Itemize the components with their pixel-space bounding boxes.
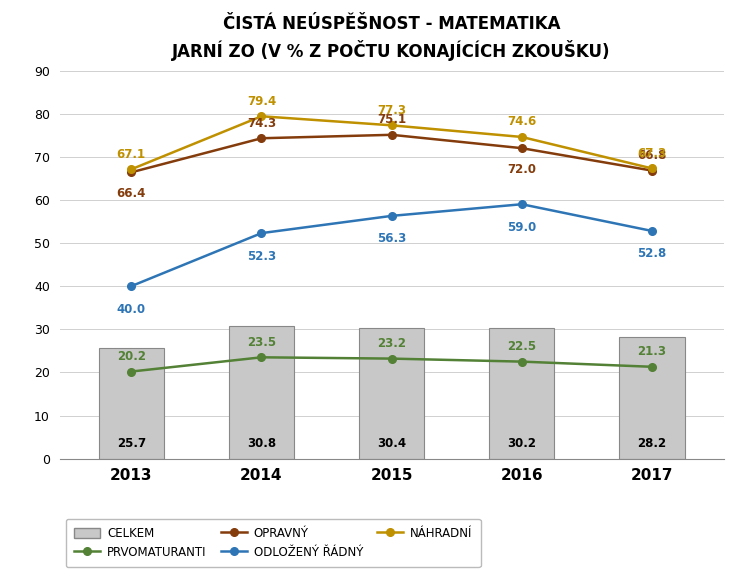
Text: 66.8: 66.8: [637, 149, 667, 162]
Text: 77.3: 77.3: [377, 103, 406, 116]
Legend: CELKEM, PRVOMATURANTI, OPRAVNÝ, ODLOŽENÝ ŘÁDNÝ, NÁHRADNÍ: CELKEM, PRVOMATURANTI, OPRAVNÝ, ODLOŽENÝ…: [66, 519, 481, 567]
Text: 30.8: 30.8: [247, 437, 276, 450]
Text: 20.2: 20.2: [117, 350, 145, 363]
Bar: [229, 326, 294, 459]
Text: 74.6: 74.6: [507, 115, 536, 128]
Text: 74.3: 74.3: [247, 116, 276, 129]
Text: 23.5: 23.5: [247, 336, 276, 349]
Bar: [619, 337, 685, 459]
Text: 40.0: 40.0: [116, 303, 146, 316]
Text: 59.0: 59.0: [507, 220, 536, 233]
Text: 67.1: 67.1: [116, 148, 146, 161]
Text: 75.1: 75.1: [377, 113, 407, 126]
Text: 28.2: 28.2: [637, 437, 667, 450]
Text: 72.0: 72.0: [507, 163, 536, 176]
Text: 67.3: 67.3: [637, 147, 667, 160]
Text: 79.4: 79.4: [247, 95, 276, 108]
Text: 22.5: 22.5: [507, 340, 536, 353]
Text: 52.8: 52.8: [637, 248, 667, 260]
Text: 23.2: 23.2: [377, 337, 406, 350]
Text: 66.4: 66.4: [116, 188, 146, 201]
Bar: [98, 348, 164, 459]
Text: 52.3: 52.3: [247, 249, 276, 262]
Bar: [489, 329, 554, 459]
Text: 21.3: 21.3: [638, 345, 666, 358]
Text: 56.3: 56.3: [377, 232, 407, 245]
Bar: [359, 328, 424, 459]
Text: 30.4: 30.4: [377, 437, 407, 450]
Title: ČISTÁ NEÚSPĚŠNOST - MATEMATIKA
JARNÍ ZO (V % Z POČTU KONAJÍCÍCH ZKOUŠKU): ČISTÁ NEÚSPĚŠNOST - MATEMATIKA JARNÍ ZO …: [172, 15, 611, 61]
Text: 25.7: 25.7: [116, 437, 146, 450]
Text: 30.2: 30.2: [507, 437, 536, 450]
